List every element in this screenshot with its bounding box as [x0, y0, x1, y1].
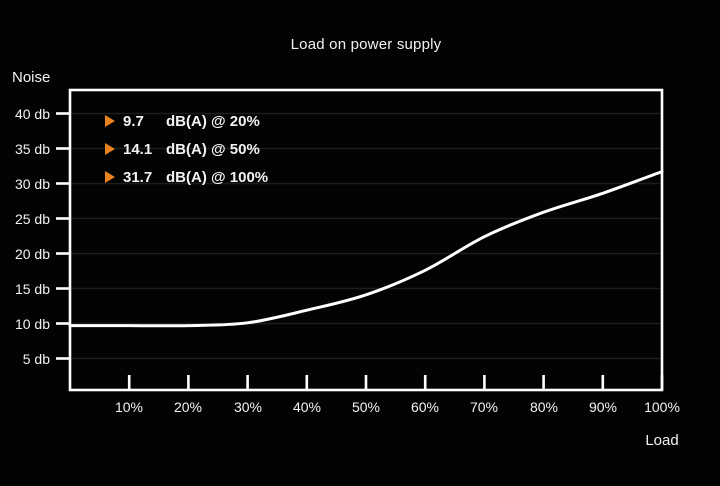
x-tick-label: 100% [644, 399, 680, 415]
y-tick-label: 5 db [22, 351, 50, 367]
y-tick-label: 20 db [14, 246, 50, 262]
y-tick-label: 15 db [14, 281, 50, 297]
triangle-right-icon [105, 171, 115, 183]
y-tick-label: 40 db [14, 106, 50, 122]
x-tick-label: 80% [529, 399, 559, 415]
x-tick-label: 90% [588, 399, 618, 415]
legend-value: 31.7 [123, 168, 153, 186]
triangle-right-icon [105, 143, 115, 155]
noise-curve [68, 170, 664, 328]
x-tick-label: 20% [173, 399, 203, 415]
y-tick-label: 10 db [14, 316, 50, 332]
chart-title: Load on power supply [290, 36, 442, 53]
legend-text: dB(A) @ 50% [166, 140, 260, 158]
y-axis-label: Noise [12, 69, 51, 86]
legend-item: 14.1 dB(A) @ 50% [105, 135, 268, 163]
y-tick-label: 30 db [14, 176, 50, 192]
legend-text: dB(A) @ 100% [166, 168, 269, 186]
y-tick-label: 35 db [14, 141, 50, 157]
x-tick-label: 60% [410, 399, 440, 415]
legend: 9.7 dB(A) @ 20% 14.1 dB(A) @ 50% 31.7 dB(A) @… [105, 107, 268, 191]
x-tick-label: 10% [114, 399, 144, 415]
plot-border [68, 88, 664, 392]
legend-text: dB(A) @ 20% [166, 112, 260, 130]
y-tick-label: 25 db [14, 211, 50, 227]
legend-item: 31.7 dB(A) @ 100% [105, 163, 268, 191]
x-tick-label: 70% [469, 399, 499, 415]
legend-item: 9.7 dB(A) @ 20% [105, 107, 268, 135]
x-tick-label: 40% [292, 399, 322, 415]
x-tick-label: 50% [351, 399, 381, 415]
x-tick-label: 30% [233, 399, 263, 415]
legend-value: 14.1 [123, 140, 153, 158]
x-axis-label: Load [645, 432, 679, 449]
triangle-right-icon [105, 115, 115, 127]
legend-value: 9.7 [123, 112, 144, 130]
